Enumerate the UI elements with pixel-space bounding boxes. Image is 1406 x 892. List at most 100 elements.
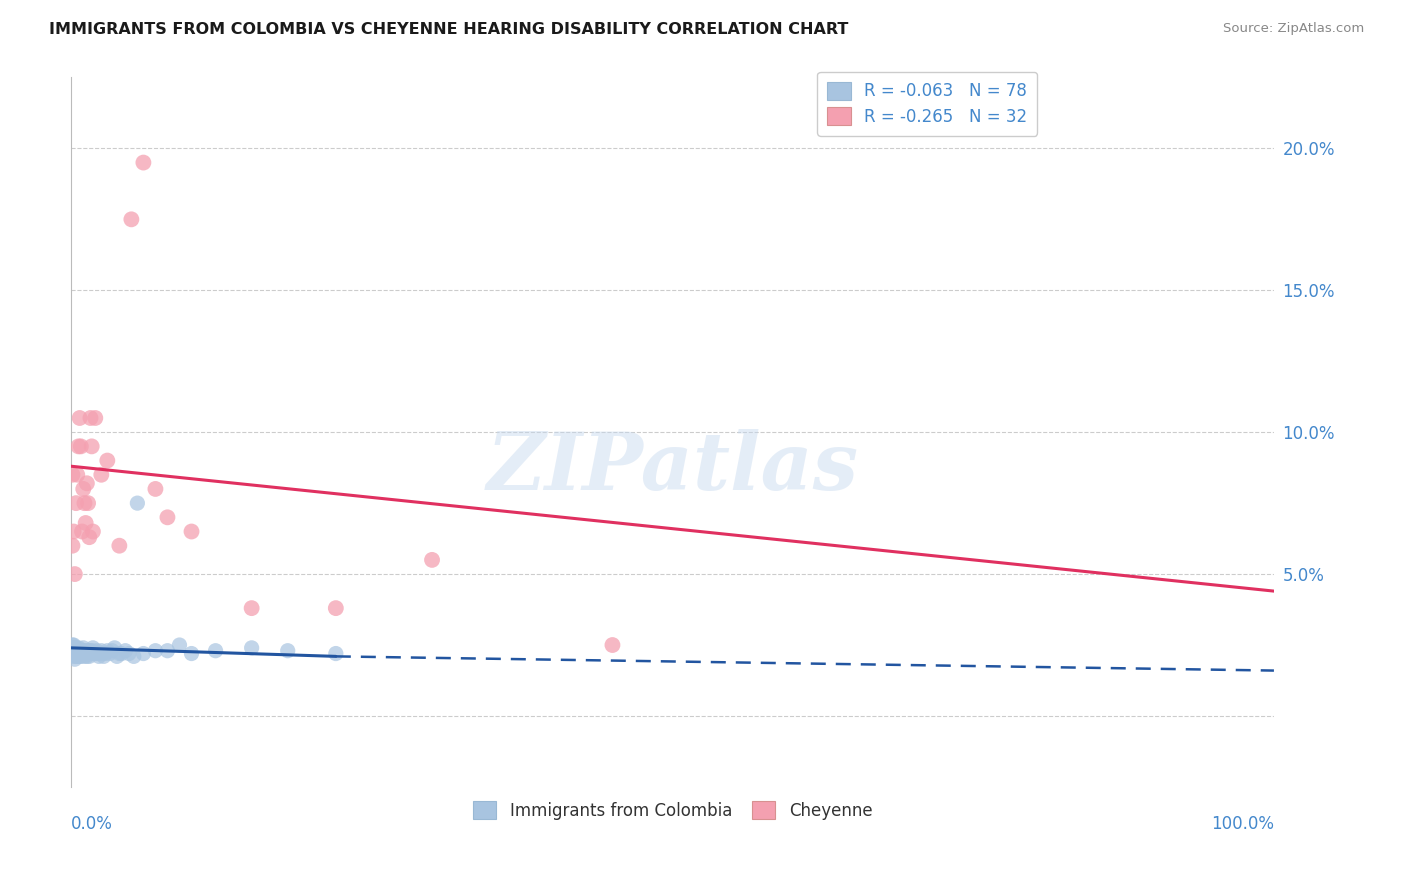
Point [93,649,115,664]
Point [420,553,443,567]
Point [62,467,84,482]
Point [75,647,97,661]
Point [84,411,107,425]
Point [72,482,94,496]
Point [65,647,87,661]
Point [63,567,86,582]
Point [89,647,111,661]
Point [108,539,131,553]
Point [66,649,89,664]
Point [86,647,108,661]
Point [277,643,299,657]
Point [180,524,202,539]
Point [75,643,97,657]
Point [72,640,94,655]
Point [62,638,84,652]
Point [103,640,125,655]
Point [156,510,179,524]
Point [77,530,100,544]
Point [111,647,134,661]
Point [82,640,104,655]
Point [62,524,84,539]
Point [101,643,124,657]
Point [96,643,118,657]
Point [77,496,100,510]
Point [82,524,104,539]
Point [62,643,84,657]
Point [70,524,93,539]
Point [62,640,84,655]
Point [145,643,167,657]
Point [75,516,97,530]
Point [63,652,86,666]
Point [83,647,105,661]
Point [65,640,87,655]
Text: 100.0%: 100.0% [1211,815,1274,833]
Point [62,640,84,655]
Point [70,643,93,657]
Point [105,649,128,664]
Text: IMMIGRANTS FROM COLOMBIA VS CHEYENNE HEARING DISABILITY CORRELATION CHART: IMMIGRANTS FROM COLOMBIA VS CHEYENNE HEA… [49,22,849,37]
Point [62,643,84,657]
Point [169,638,191,652]
Point [86,643,108,657]
Point [76,647,98,661]
Point [73,647,96,661]
Point [65,649,87,664]
Point [62,649,84,664]
Point [79,643,101,657]
Point [94,647,117,661]
Point [70,439,93,453]
Point [145,482,167,496]
Point [204,643,226,657]
Point [62,539,84,553]
Point [132,647,155,661]
Text: ZIPatlas: ZIPatlas [486,429,859,507]
Point [70,647,93,661]
Point [80,439,103,453]
Point [122,649,145,664]
Point [70,647,93,661]
Point [77,647,100,661]
Point [69,647,91,661]
Point [70,649,93,664]
Point [67,640,90,655]
Point [62,647,84,661]
Point [120,212,142,227]
Point [180,647,202,661]
Point [90,467,112,482]
Point [69,643,91,657]
Point [127,496,149,510]
Point [602,638,624,652]
Point [96,453,118,467]
Point [67,647,90,661]
Point [63,647,86,661]
Point [66,647,89,661]
Point [70,643,93,657]
Point [63,640,86,655]
Point [79,647,101,661]
Point [76,649,98,664]
Point [69,649,91,664]
Point [108,647,131,661]
Point [87,649,110,664]
Point [240,640,263,655]
Point [79,411,101,425]
Point [67,643,90,657]
Point [132,155,155,169]
Point [65,496,87,510]
Point [65,643,87,657]
Text: Source: ZipAtlas.com: Source: ZipAtlas.com [1223,22,1364,36]
Point [72,643,94,657]
Point [156,643,179,657]
Point [73,496,96,510]
Point [91,647,114,661]
Point [76,476,98,491]
Point [240,601,263,615]
Point [98,647,121,661]
Point [118,647,141,661]
Point [77,649,100,664]
Point [63,643,86,657]
Point [66,643,89,657]
Legend: Immigrants from Colombia, Cheyenne: Immigrants from Colombia, Cheyenne [464,793,880,829]
